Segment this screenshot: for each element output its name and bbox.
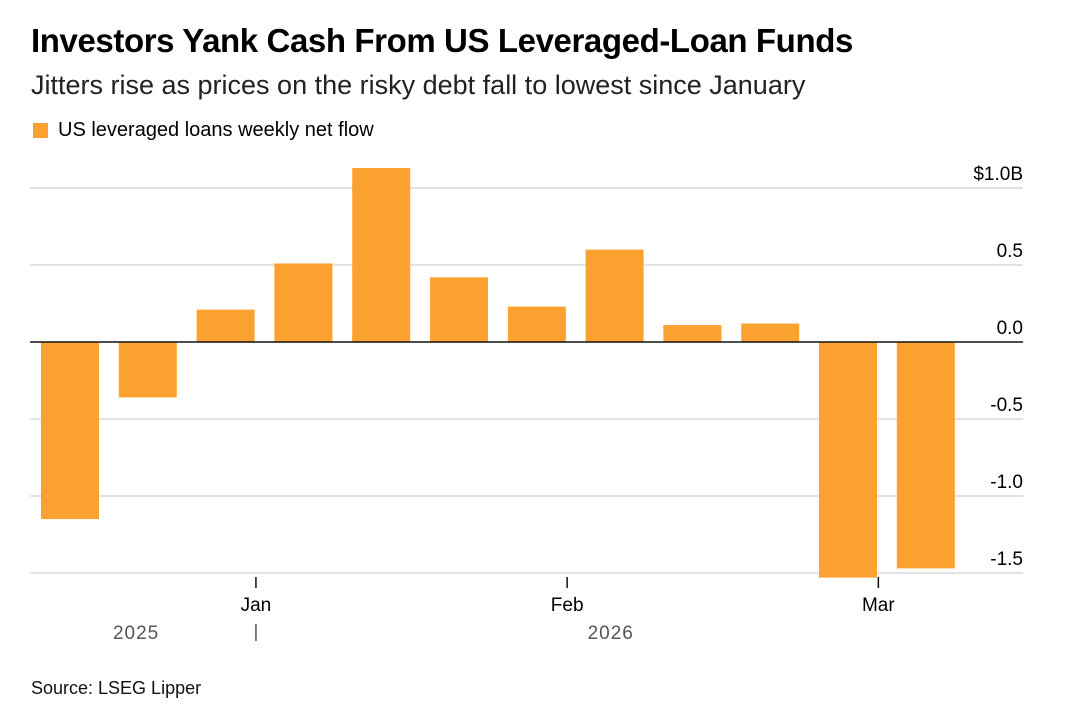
y-tick-label: 0.0	[997, 318, 1023, 339]
bar-chart: $1.0B 0.5 0.0 -0.5 -1.0 -1.5 Jan Feb Mar 2025 2026	[30, 164, 1023, 644]
legend: US leveraged loans weekly net flow	[33, 118, 374, 142]
bar	[585, 249, 644, 342]
bar	[819, 342, 877, 578]
bar	[663, 325, 722, 342]
bar	[118, 342, 177, 398]
legend-label: US leveraged loans weekly net flow	[58, 118, 374, 141]
bar	[41, 342, 99, 520]
year-label: 2026	[588, 623, 634, 644]
chart-title: Investors Yank Cash From US Leveraged-Lo…	[31, 22, 853, 59]
x-tick-label: Jan	[241, 595, 272, 616]
y-tick-label: -0.5	[990, 395, 1023, 416]
year-label: 2025	[113, 623, 159, 644]
x-tick-label: Mar	[862, 595, 895, 616]
bar	[274, 263, 333, 342]
source-note: Source: LSEG Lipper	[31, 678, 202, 698]
bar	[741, 323, 800, 342]
legend-swatch	[33, 122, 48, 138]
y-tick-label: $1.0B	[973, 164, 1023, 185]
bar	[896, 342, 955, 569]
axes	[30, 341, 1023, 641]
y-tick-label: 0.5	[997, 241, 1023, 262]
bars	[41, 167, 955, 578]
bar	[507, 306, 566, 342]
y-tick-label: -1.0	[990, 472, 1023, 493]
bar	[430, 277, 488, 342]
bar	[196, 309, 255, 342]
y-tick-label: -1.5	[990, 549, 1023, 570]
chart-subtitle: Jitters rise as prices on the risky debt…	[31, 70, 806, 100]
tick-labels: $1.0B 0.5 0.0 -0.5 -1.0 -1.5 Jan Feb Mar 2025 2026	[113, 164, 1023, 644]
x-tick-label: Feb	[551, 595, 584, 616]
bar	[352, 167, 411, 342]
